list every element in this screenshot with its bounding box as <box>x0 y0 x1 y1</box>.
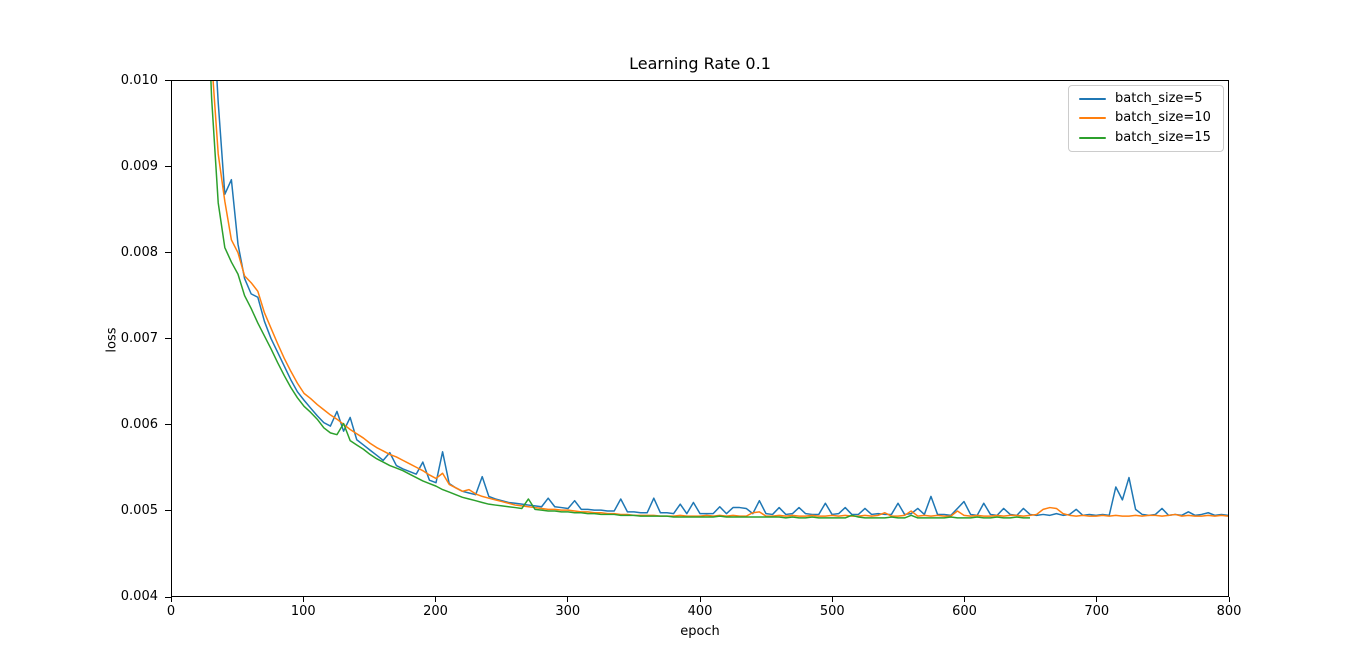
legend: batch_size=5 batch_size=10 batch_size=15 <box>1068 85 1224 152</box>
x-tick-label: 700 <box>1084 604 1110 619</box>
x-tick-label: 0 <box>166 604 176 619</box>
series-line-batch-size-10 <box>212 81 1228 517</box>
y-tick-label: 0.009 <box>120 158 158 174</box>
x-tick-mark <box>699 597 701 602</box>
y-tick-label: 0.004 <box>120 589 158 604</box>
x-tick-label: 100 <box>290 604 316 619</box>
y-tick-label: 0.010 <box>120 72 158 88</box>
legend-label: batch_size=15 <box>1115 130 1211 146</box>
y-tick-label: 0.007 <box>120 330 158 346</box>
x-tick-label: 400 <box>687 604 713 619</box>
x-tick-label: 300 <box>555 604 581 619</box>
x-tick-mark <box>1228 597 1230 602</box>
y-tick-mark <box>165 338 171 340</box>
legend-item-batch-size-5: batch_size=5 <box>1069 90 1223 108</box>
plot-title: Learning Rate 0.1 <box>629 54 771 73</box>
plot-area <box>171 80 1229 597</box>
y-tick-mark <box>165 596 171 598</box>
x-tick-mark <box>1096 597 1098 602</box>
series-line-batch-size-5 <box>216 81 1228 517</box>
x-tick-mark <box>435 597 436 602</box>
y-tick-label: 0.006 <box>120 416 158 432</box>
loss-curves-svg <box>210 81 1228 519</box>
y-tick-mark <box>165 510 171 512</box>
x-tick-mark <box>567 597 569 602</box>
legend-line-icon <box>1079 117 1106 120</box>
legend-line-icon <box>1079 137 1106 140</box>
x-tick-mark <box>302 597 304 602</box>
x-tick-label: 500 <box>819 604 845 619</box>
x-tick-label: 800 <box>1216 604 1242 619</box>
legend-label: batch_size=10 <box>1115 110 1211 126</box>
legend-item-batch-size-10: batch_size=10 <box>1069 109 1223 127</box>
y-tick-mark <box>165 424 171 426</box>
x-tick-label: 200 <box>423 604 448 619</box>
y-tick-label: 0.008 <box>120 244 158 260</box>
y-tick-label: 0.005 <box>120 502 158 518</box>
y-tick-mark <box>165 80 171 81</box>
legend-line-icon <box>1079 97 1106 100</box>
y-tick-mark <box>165 166 171 168</box>
y-tick-mark <box>165 252 171 254</box>
x-tick-label: 600 <box>952 604 977 619</box>
legend-label: batch_size=5 <box>1115 90 1203 106</box>
legend-item-batch-size-15: batch_size=15 <box>1069 129 1223 147</box>
series-line-batch-size-15 <box>210 81 1030 519</box>
x-tick-mark <box>170 597 172 602</box>
x-tick-mark <box>964 597 965 602</box>
x-tick-mark <box>831 597 833 602</box>
x-axis-label: epoch <box>680 624 720 639</box>
